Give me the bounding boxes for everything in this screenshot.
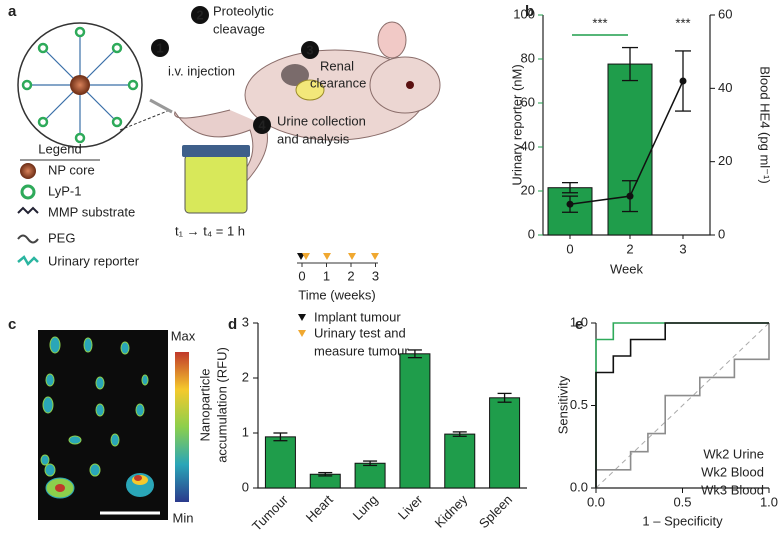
y-tick-label: 0.0: [570, 479, 588, 494]
x-tick-label: 2: [626, 241, 633, 256]
legend-item: MMP substrate: [48, 204, 135, 219]
timeline-legend: measure tumour: [314, 343, 409, 358]
bar: [354, 462, 386, 489]
y-axis-label: accumulation (RFU): [214, 347, 229, 463]
y-tick-label: 0: [242, 479, 249, 494]
step-label: cleavage: [213, 21, 265, 36]
legend-title: Legend: [38, 141, 81, 156]
y-tick-label: 100: [513, 6, 535, 21]
y-axis-label: Urinary reporter (nM): [509, 64, 524, 185]
timeline-tick-label: 0: [298, 268, 305, 283]
y-tick-label: 3: [242, 314, 249, 329]
x-tick-label: Tumour: [249, 491, 291, 533]
step-number: 2: [196, 7, 203, 22]
step-marker: [301, 41, 319, 59]
x-tick-label: Spleen: [476, 492, 515, 531]
reference-line: [595, 322, 770, 489]
timeline-label: Time (weeks): [298, 287, 376, 302]
x-tick-label: 0: [566, 241, 573, 256]
y-tick-label: 1: [242, 424, 249, 439]
step-number: 4: [258, 117, 266, 132]
x-tick-label: 0.5: [673, 494, 691, 509]
x-tick-label: 1.0: [760, 494, 778, 509]
legend-label: Wk2 Blood: [701, 464, 764, 479]
roc-line: [595, 323, 770, 488]
legend-item: Urinary reporter: [48, 253, 140, 268]
x-axis-label: 1 – Specificity: [642, 513, 723, 528]
step-number: 1: [156, 40, 163, 55]
point: [626, 192, 634, 200]
y-tick-label: 0: [528, 226, 535, 241]
y2-tick-label: 0: [718, 226, 725, 241]
y2-axis-label: Blood HE4 (pg ml⁻¹): [758, 66, 773, 183]
y-axis-label: Nanoparticle: [197, 369, 212, 442]
step-label: Proteolytic: [213, 3, 274, 18]
legend-label: Wk3 Blood: [701, 482, 764, 497]
step-number: 3: [306, 42, 313, 57]
step-label: and analysis: [277, 131, 350, 146]
step-marker: [253, 116, 271, 134]
step-label: clearance: [310, 75, 366, 90]
y-tick-label: 2: [242, 369, 249, 384]
x-tick-label: 0.0: [587, 494, 605, 509]
timeline-tick-label: 1: [323, 268, 330, 283]
timeline-tick-label: 2: [347, 268, 354, 283]
colorbar-label: Max: [171, 328, 196, 343]
x-tick-label: 3: [679, 241, 686, 256]
legend-item: NP core: [48, 162, 95, 177]
panel-label: c: [8, 316, 16, 333]
y-tick-label: 60: [521, 94, 535, 109]
legend-label: Wk2 Urine: [703, 446, 764, 461]
colorbar-label: Min: [173, 510, 194, 525]
timeline-legend: Urinary test and: [314, 325, 406, 340]
step-marker: [151, 39, 169, 57]
x-tick-label: Kidney: [432, 492, 471, 531]
y2-tick-label: 20: [718, 153, 732, 168]
step-label: i.v. injection: [168, 63, 235, 78]
timing: t₁ → t₄ = 1 h: [175, 223, 245, 238]
bar: [444, 433, 476, 489]
point: [566, 200, 574, 208]
x-tick-label: Liver: [395, 491, 426, 522]
bar: [489, 397, 521, 489]
legend-item: PEG: [48, 230, 75, 245]
legend-item: LyP-1: [48, 183, 81, 198]
x-tick-label: Heart: [303, 492, 336, 525]
y2-tick-label: 60: [718, 6, 732, 21]
step-marker: [191, 6, 209, 24]
panel-label: e: [575, 316, 583, 333]
bar: [264, 436, 296, 489]
y-tick-label: 40: [521, 138, 535, 153]
y2-tick-label: 40: [718, 80, 732, 95]
x-axis-label: Week: [610, 261, 643, 276]
point: [679, 77, 687, 85]
step-label: Renal: [320, 58, 354, 73]
annotation: ***: [675, 15, 690, 30]
y-tick-label: 80: [521, 50, 535, 65]
heatmap-image: [38, 330, 189, 520]
bar: [399, 353, 431, 489]
timeline-tick-label: 3: [372, 268, 379, 283]
timeline-legend: Implant tumour: [314, 309, 401, 324]
roc-line: [595, 322, 769, 488]
x-tick-label: Lung: [350, 492, 381, 523]
step-label: Urine collection: [277, 113, 366, 128]
y-tick-label: 1.0: [570, 314, 588, 329]
panel-label: d: [228, 316, 237, 333]
y-tick-label: 0.5: [570, 397, 588, 412]
annotation: ***: [592, 15, 607, 30]
illustration: [17, 21, 441, 337]
y-tick-label: 20: [521, 182, 535, 197]
panel-label: b: [525, 3, 534, 20]
y-axis-label: Sensitivity: [555, 375, 570, 434]
panel-label: a: [8, 3, 17, 20]
